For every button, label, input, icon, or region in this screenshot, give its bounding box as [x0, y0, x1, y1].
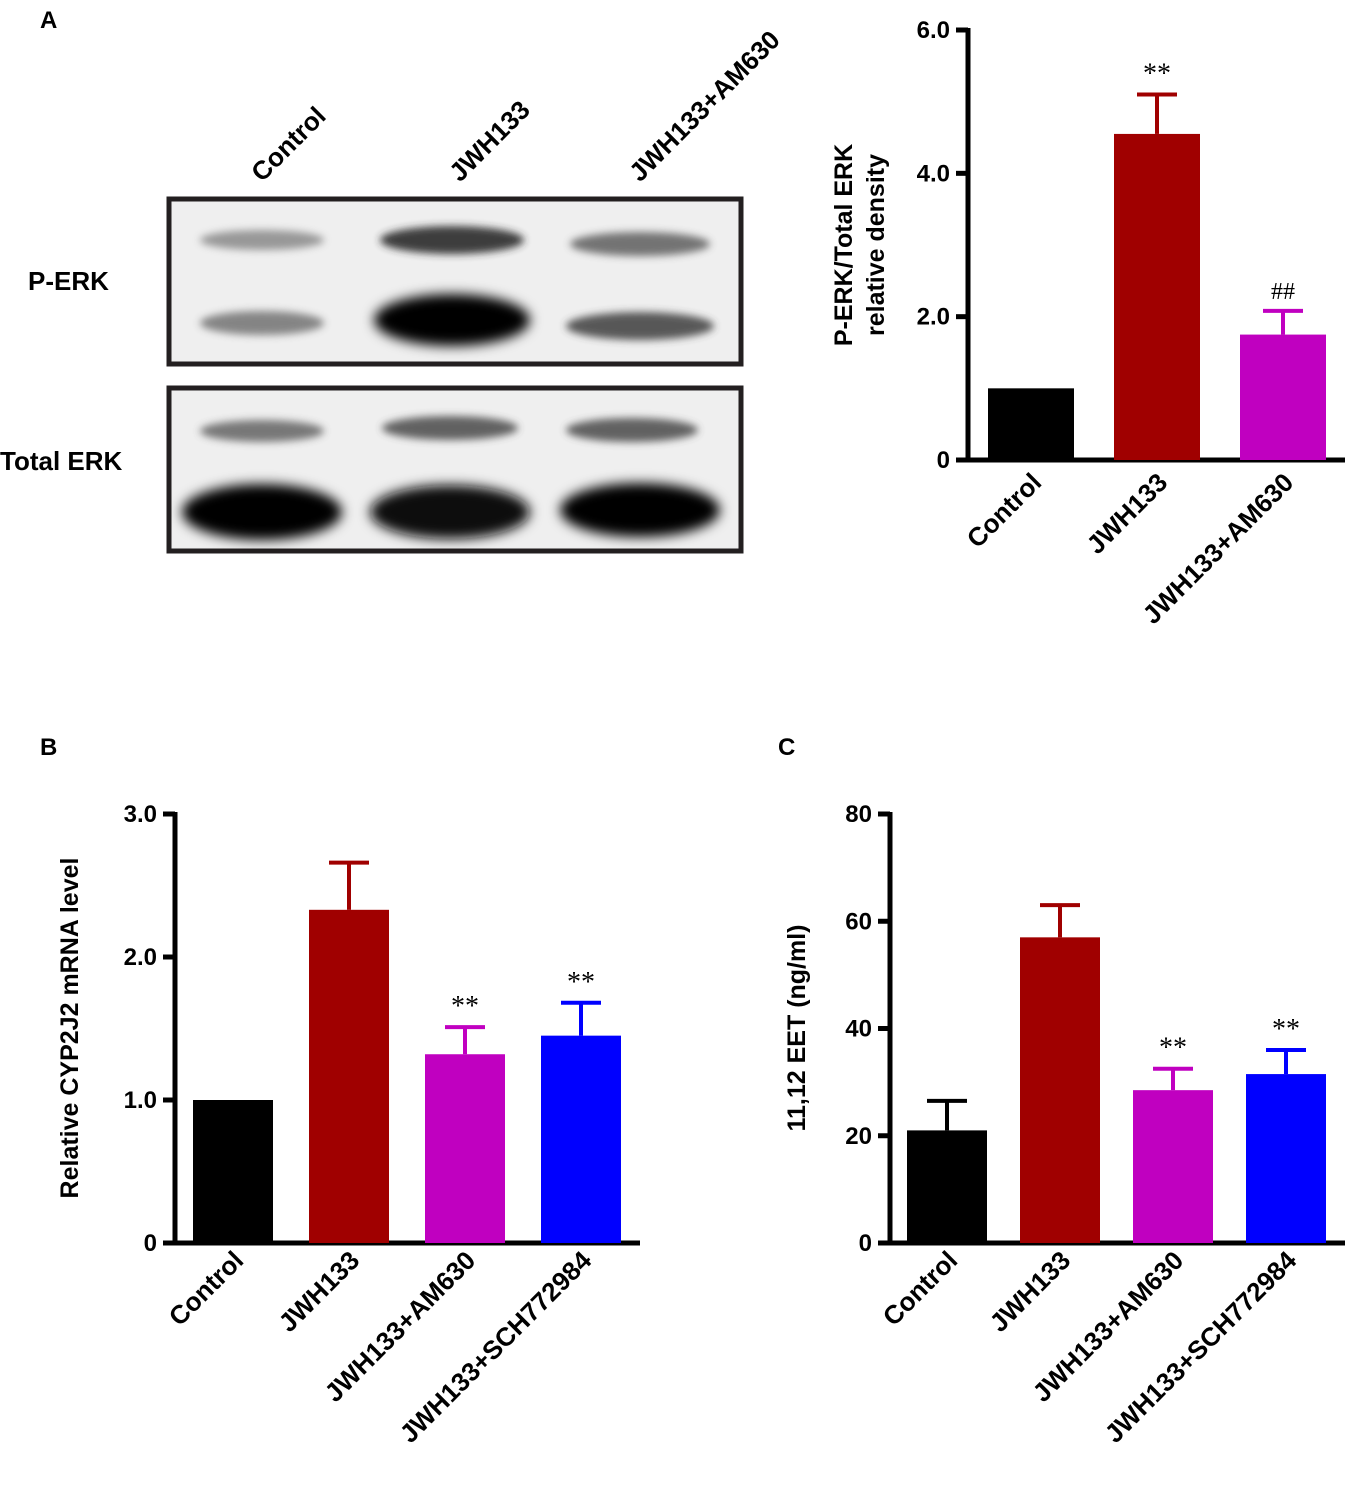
y-tick-label: 1.0: [124, 1087, 157, 1114]
significance-label: **: [1143, 59, 1171, 90]
y-axis-title-line: P-ERK/Total ERK: [830, 144, 858, 346]
x-category-label: JWH133+SCH772984: [394, 1245, 598, 1449]
chart-a: 0 2.0 4.0 6.0 P-ERK/Total ERK relative densit…: [830, 17, 1345, 630]
bar-jwh133: [1114, 133, 1200, 460]
y-tick-label: 20: [845, 1123, 872, 1150]
y-tick-label: 0: [937, 447, 950, 474]
y-tick-label: 6.0: [917, 17, 950, 44]
x-category-label: JWH133: [273, 1245, 366, 1338]
bar-jwh133-sch772984: [1246, 1074, 1326, 1243]
significance-label: **: [451, 991, 479, 1022]
y-tick-label: 80: [845, 801, 872, 828]
bar-jwh133: [1020, 937, 1100, 1243]
bar-control: [988, 388, 1074, 460]
y-tick-label: 60: [845, 908, 872, 935]
significance-label: **: [1272, 1014, 1300, 1045]
x-category-label: Control: [163, 1245, 250, 1332]
total-erk-blot: [166, 385, 744, 554]
y-axis-title-line: relative density: [862, 154, 890, 336]
lane-label-jwh133-am630: JWH133+AM630: [623, 24, 786, 187]
y-tick-label: 40: [845, 1016, 872, 1043]
chart-b: 0 1.0 2.0 3.0 Relative CYP2J2 mRNA level Cont…: [56, 801, 640, 1449]
significance-label: ##: [1271, 279, 1295, 305]
y-tick-label: 0: [859, 1230, 872, 1257]
panel-label-b: B: [40, 734, 57, 761]
y-tick-label: 3.0: [124, 801, 157, 828]
p-erk-blot: [166, 196, 744, 367]
western-blot: Control JWH133 JWH133+AM630 P-ERK Total …: [0, 24, 786, 554]
bar-control: [907, 1130, 987, 1243]
significance-label: **: [567, 967, 595, 998]
lane-label-jwh133: JWH133: [443, 95, 536, 188]
y-tick-label: 0: [144, 1230, 157, 1257]
y-axis-title: P-ERK/Total ERK relative density: [830, 144, 890, 346]
y-tick-label: 2.0: [124, 944, 157, 971]
x-category-label: JWH133+SCH772984: [1099, 1245, 1303, 1449]
y-axis-title: Relative CYP2J2 mRNA level: [56, 858, 84, 1199]
panel-label-a: A: [40, 7, 57, 34]
lane-label-control: Control: [245, 101, 332, 188]
y-axis-title: 11,12 EET (ng/ml): [783, 924, 811, 1131]
bar-jwh133-am630: [425, 1054, 505, 1243]
bar-jwh133-am630: [1133, 1090, 1213, 1243]
bar-control: [193, 1100, 273, 1243]
panel-label-c: C: [778, 734, 795, 761]
row-label-total-erk: Total ERK: [0, 446, 123, 476]
x-category-label: Control: [961, 467, 1048, 554]
bar-jwh133-am630: [1240, 334, 1326, 460]
x-category-label: JWH133: [984, 1245, 1077, 1338]
bar-jwh133: [309, 909, 389, 1243]
bar-jwh133-sch772984: [541, 1035, 621, 1243]
chart-c: 0 20 40 60 80 11,12 EET (ng/ml) Control JWH133 *…: [783, 801, 1345, 1449]
x-category-label: Control: [877, 1245, 964, 1332]
y-tick-label: 2.0: [917, 304, 950, 331]
y-tick-label: 4.0: [917, 160, 950, 187]
row-label-p-erk: P-ERK: [28, 266, 109, 296]
x-category-label: JWH133: [1081, 467, 1174, 560]
significance-label: **: [1159, 1033, 1187, 1064]
